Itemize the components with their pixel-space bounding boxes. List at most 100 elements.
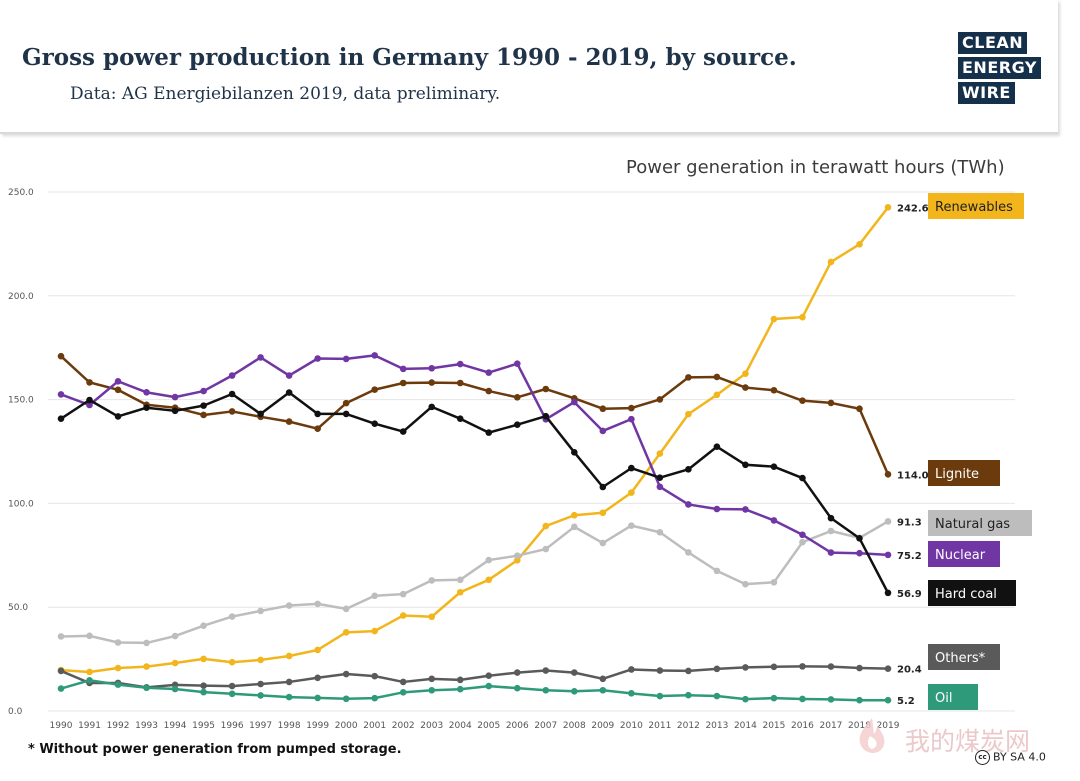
data-point [285, 693, 293, 701]
data-point [799, 531, 806, 539]
data-point [428, 364, 436, 372]
x-tick-label: 1996 [221, 721, 244, 731]
x-tick-label: 2003 [420, 721, 443, 731]
x-tick-label: 2019 [877, 721, 900, 731]
data-point [342, 399, 350, 407]
data-point [371, 672, 378, 680]
data-point [799, 663, 806, 670]
x-tick-label: 1998 [278, 721, 301, 731]
data-point [399, 428, 407, 435]
x-tick-label: 2015 [762, 721, 785, 731]
series-line [60, 354, 889, 557]
data-point [656, 450, 664, 457]
data-point [114, 378, 122, 385]
data-point [884, 518, 892, 525]
data-point [314, 425, 321, 432]
data-point [171, 659, 179, 667]
data-point [371, 627, 378, 635]
x-tick-label: 2009 [591, 721, 614, 731]
data-point [628, 404, 635, 412]
data-point [171, 407, 179, 415]
data-point [571, 523, 578, 531]
data-point [742, 580, 749, 588]
y-tick-label: 100.0 [8, 499, 34, 509]
data-point [656, 483, 664, 491]
data-point [799, 538, 806, 546]
flame-watermark-icon [859, 718, 885, 753]
x-tick-label: 2011 [648, 721, 671, 731]
data-point [884, 665, 892, 672]
data-point [143, 684, 150, 692]
data-point [656, 396, 664, 403]
data-point [685, 691, 692, 699]
data-point [770, 463, 778, 470]
data-point [513, 684, 521, 692]
legend-box [928, 460, 1000, 486]
data-point [713, 692, 721, 700]
data-point [314, 694, 321, 702]
series-line [60, 665, 889, 689]
data-point [456, 576, 464, 584]
data-point [884, 696, 892, 704]
data-point [884, 589, 892, 597]
data-point [428, 613, 436, 621]
data-point [513, 669, 521, 676]
data-point [228, 613, 236, 620]
end-value-label: 242.6 [897, 203, 929, 214]
data-point [884, 471, 892, 478]
data-point [86, 668, 93, 676]
data-point [485, 682, 493, 690]
data-point [57, 415, 65, 422]
data-point [399, 689, 407, 696]
data-point [713, 567, 721, 575]
logo-line-wire: WIRE [958, 82, 1015, 104]
data-point [57, 633, 65, 640]
data-point [656, 474, 664, 481]
data-point [856, 696, 863, 704]
end-value-label: 114.0 [897, 470, 929, 481]
data-point [371, 592, 378, 600]
data-point [827, 527, 835, 535]
data-point [314, 674, 321, 682]
data-point [257, 607, 264, 615]
data-point [599, 686, 607, 694]
data-point [314, 355, 321, 362]
data-point [827, 514, 835, 522]
data-point [171, 393, 179, 401]
data-point [257, 354, 264, 361]
data-point [485, 576, 493, 584]
data-point [628, 415, 635, 423]
data-point [513, 552, 521, 560]
data-point [456, 588, 464, 596]
legend-label: Hard coal [935, 587, 997, 602]
legend-box [928, 541, 1000, 567]
creative-commons-icon: cc [975, 750, 990, 765]
data-point [713, 391, 721, 399]
data-point [485, 556, 493, 564]
data-point [371, 694, 378, 702]
data-point [428, 675, 436, 683]
data-point [599, 427, 607, 435]
series-line [60, 520, 889, 645]
x-tick-label: 2016 [791, 721, 814, 731]
data-point [285, 389, 293, 396]
data-point [57, 352, 65, 360]
data-point [827, 258, 835, 266]
legend-box [928, 644, 1000, 670]
x-tick-label: 2018 [848, 721, 871, 731]
data-point [599, 509, 607, 517]
data-point [200, 411, 207, 419]
data-point [856, 241, 863, 248]
data-point [285, 418, 293, 425]
data-point [428, 686, 436, 694]
end-value-label: 5.2 [897, 696, 915, 707]
data-point [656, 667, 664, 674]
data-point [200, 688, 207, 696]
x-tick-label: 1997 [249, 721, 272, 731]
y-tick-label: 150.0 [8, 396, 34, 406]
data-point [628, 522, 635, 529]
footnote: * Without power generation from pumped s… [28, 742, 402, 757]
data-point [628, 464, 635, 472]
y-tick-label: 0.0 [8, 707, 23, 717]
